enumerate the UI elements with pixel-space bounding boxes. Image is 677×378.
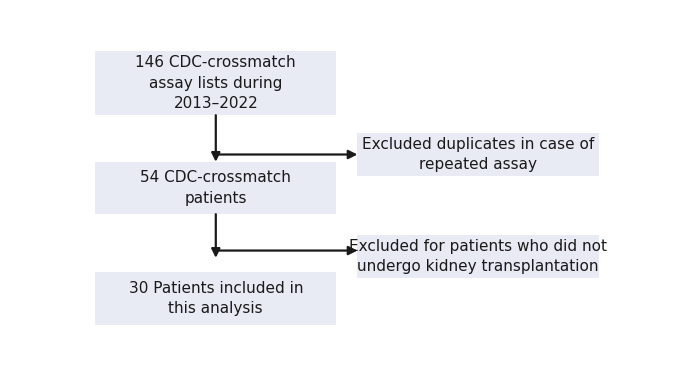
FancyBboxPatch shape xyxy=(95,273,336,325)
Text: 54 CDC-crossmatch
patients: 54 CDC-crossmatch patients xyxy=(140,170,291,206)
FancyBboxPatch shape xyxy=(95,162,336,214)
Text: 30 Patients included in
this analysis: 30 Patients included in this analysis xyxy=(129,281,303,316)
Text: 146 CDC-crossmatch
assay lists during
2013–2022: 146 CDC-crossmatch assay lists during 20… xyxy=(135,55,296,111)
FancyBboxPatch shape xyxy=(357,234,599,278)
FancyBboxPatch shape xyxy=(357,133,599,176)
Text: Excluded duplicates in case of
repeated assay: Excluded duplicates in case of repeated … xyxy=(362,137,594,172)
Text: Excluded for patients who did not
undergo kidney transplantation: Excluded for patients who did not underg… xyxy=(349,239,607,274)
FancyBboxPatch shape xyxy=(95,51,336,115)
